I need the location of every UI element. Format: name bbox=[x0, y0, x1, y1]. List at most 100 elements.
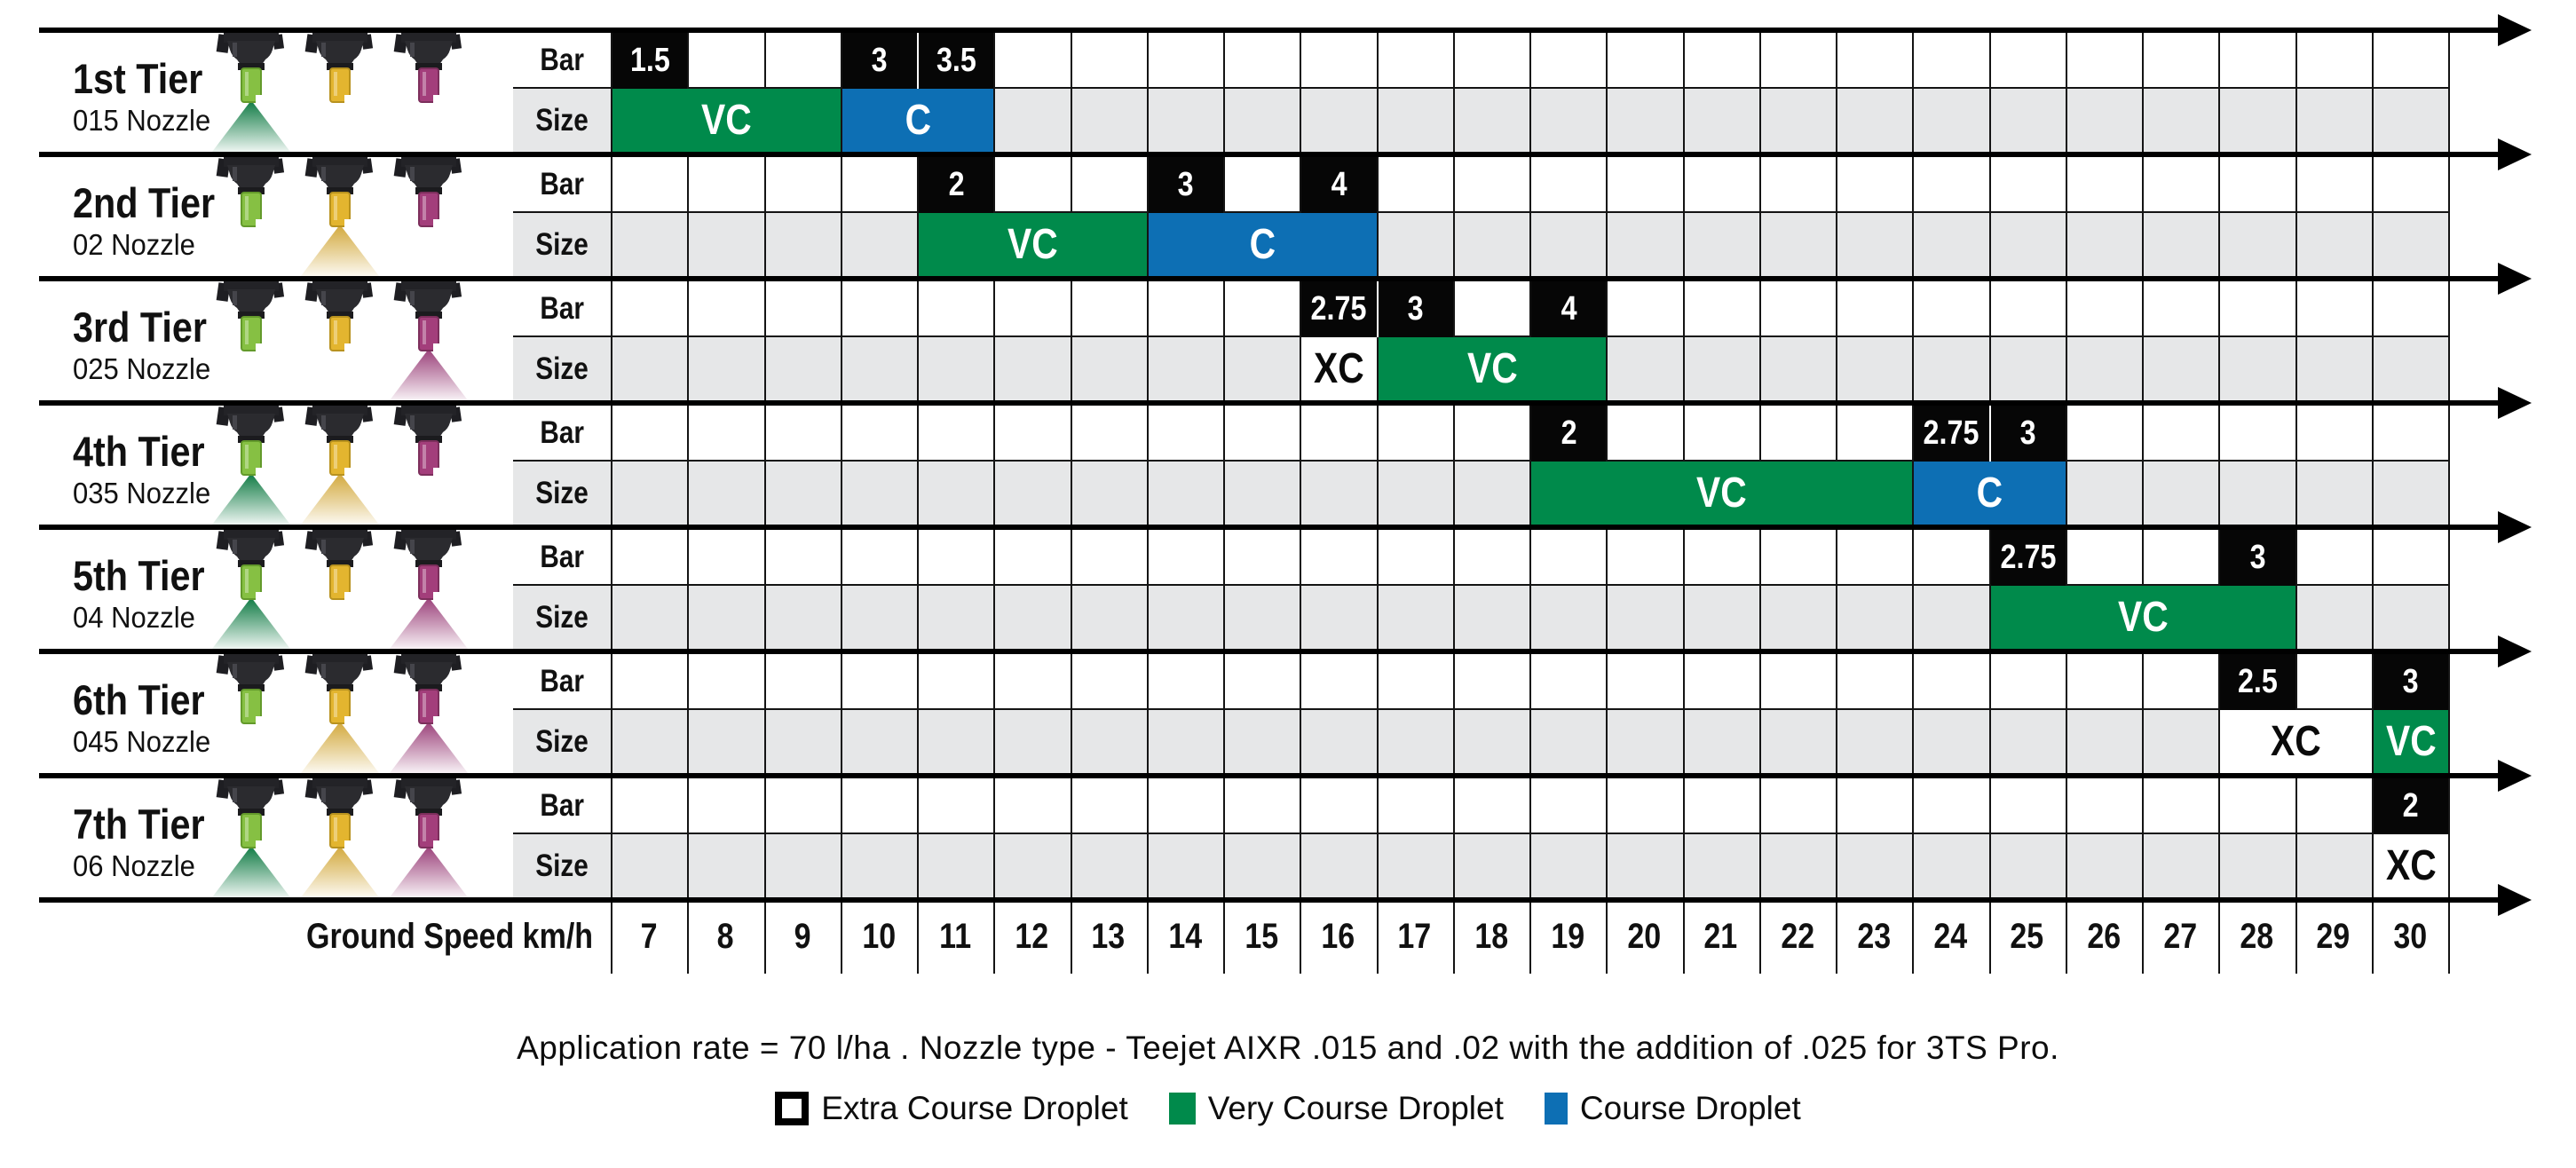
grid-column-border bbox=[1836, 654, 1837, 773]
nozzle-icon-yellow bbox=[304, 33, 374, 103]
grid-column-border bbox=[1683, 530, 1685, 649]
grid-column-border bbox=[1223, 406, 1225, 525]
very-course-swatch-icon bbox=[1168, 1093, 1196, 1125]
axis-arrow-icon bbox=[2498, 14, 2532, 46]
grid-column-border bbox=[2218, 33, 2220, 152]
grid-column-border bbox=[764, 281, 766, 400]
grid-column-border bbox=[1836, 778, 1837, 897]
grid-column-border bbox=[2448, 530, 2450, 649]
speed-tick: 12 bbox=[1015, 916, 1049, 956]
spray-cone-icon bbox=[301, 225, 379, 276]
grid-column-border bbox=[2448, 33, 2450, 152]
axis-column-border bbox=[2448, 903, 2450, 974]
droplet-size-span: XC bbox=[2373, 834, 2448, 897]
grid-column-border bbox=[1377, 530, 1379, 649]
nozzle-icon-magenta bbox=[393, 33, 462, 103]
grid-column-border bbox=[841, 654, 842, 773]
axis-column-border bbox=[1989, 903, 1991, 974]
grid-column-border bbox=[1912, 33, 1914, 152]
nozzle-icon-green bbox=[212, 778, 290, 897]
nozzle bbox=[371, 33, 486, 152]
bar-row-label: Bar bbox=[540, 787, 584, 823]
tier-subtitle: 04 Nozzle bbox=[73, 601, 195, 634]
ground-speed-label: Ground Speed km/h bbox=[305, 916, 593, 956]
nozzle bbox=[282, 654, 398, 773]
grid-column-border bbox=[1836, 530, 1837, 649]
size-row-background bbox=[513, 213, 2448, 276]
axis-column-border bbox=[1147, 903, 1149, 974]
grid-column-border bbox=[1529, 33, 1531, 152]
speed-tick: 17 bbox=[1397, 916, 1432, 956]
grid-column-border bbox=[1071, 654, 1072, 773]
grid-column-border bbox=[2142, 157, 2144, 276]
grid-column-border bbox=[1071, 530, 1072, 649]
axis-column-border bbox=[841, 903, 842, 974]
nozzle-icon-green bbox=[216, 281, 285, 351]
axis-column-border bbox=[2295, 903, 2297, 974]
grid-column-border bbox=[841, 406, 842, 525]
droplet-size-span: VC bbox=[1990, 586, 2295, 649]
grid-column-border bbox=[1147, 281, 1149, 400]
grid-column-border bbox=[1989, 654, 1991, 773]
grid-column-border bbox=[1912, 281, 1914, 400]
grid-column-border bbox=[841, 33, 842, 152]
grid-column-border bbox=[2372, 654, 2374, 773]
bar-value-cell: 4 bbox=[1301, 157, 1377, 213]
grid-column-border bbox=[687, 281, 689, 400]
bar-row-label: Bar bbox=[540, 42, 584, 77]
grid-column-border bbox=[1759, 778, 1761, 897]
grid-column-border bbox=[687, 530, 689, 649]
bar-row-label: Bar bbox=[540, 663, 584, 698]
tier-subtitle: 035 Nozzle bbox=[73, 477, 211, 509]
legend-label: Extra Course Droplet bbox=[821, 1090, 1128, 1126]
bar-value-cell: 2.75 bbox=[1990, 530, 2066, 586]
legend-item-very-course: Very Course Droplet bbox=[1168, 1090, 1504, 1127]
tier-subtitle: 06 Nozzle bbox=[73, 849, 195, 882]
speed-tick: 15 bbox=[1245, 916, 1279, 956]
axis-arrow-icon bbox=[2498, 635, 2532, 667]
droplet-size-span: C bbox=[1148, 213, 1377, 276]
tier-boundary-line bbox=[39, 28, 2499, 33]
bar-row-label: Bar bbox=[540, 166, 584, 201]
tier-title: 4th Tier bbox=[73, 428, 205, 475]
speed-tick: 30 bbox=[2392, 916, 2427, 956]
grid-column-border bbox=[611, 778, 612, 897]
grid-column-border bbox=[841, 281, 842, 400]
axis-column-border bbox=[1759, 903, 1761, 974]
grid-column-border bbox=[1912, 406, 1914, 525]
bar-value-cell: 3 bbox=[1990, 406, 2066, 462]
grid-column-border bbox=[1300, 530, 1301, 649]
axis-column-border bbox=[1223, 903, 1225, 974]
grid-column-border bbox=[841, 778, 842, 897]
grid-column-border bbox=[2218, 281, 2220, 400]
bar-size-divider-line bbox=[513, 87, 2448, 89]
grid-column-border bbox=[1300, 281, 1301, 400]
axis-arrow-icon bbox=[2498, 760, 2532, 792]
grid-column-border bbox=[993, 654, 995, 773]
bar-cell-separator bbox=[917, 33, 919, 89]
grid-column-border bbox=[1759, 33, 1761, 152]
grid-column-border bbox=[1989, 778, 1991, 897]
droplet-size-span: VC bbox=[1378, 337, 1607, 400]
grid-column-border bbox=[1223, 654, 1225, 773]
grid-column-border bbox=[1989, 281, 1991, 400]
bar-value-cell: 2 bbox=[2373, 778, 2448, 834]
grid-column-border bbox=[1759, 530, 1761, 649]
nozzle-icon-green bbox=[216, 157, 285, 227]
legend-item-course: Course Droplet bbox=[1544, 1090, 1801, 1127]
axis-column-border bbox=[2142, 903, 2144, 974]
spray-cone-icon bbox=[390, 722, 468, 773]
grid-column-border bbox=[1836, 33, 1837, 152]
grid-column-border bbox=[2448, 654, 2450, 773]
grid-column-border bbox=[1377, 33, 1379, 152]
tier-subtitle: 045 Nozzle bbox=[73, 725, 211, 758]
bar-size-divider-line bbox=[513, 335, 2448, 337]
tier-subtitle: 025 Nozzle bbox=[73, 352, 211, 385]
size-row-background bbox=[513, 834, 2448, 897]
grid-column-border bbox=[2218, 654, 2220, 773]
grid-column-border bbox=[611, 530, 612, 649]
grid-column-border bbox=[1759, 654, 1761, 773]
nozzle-icon-magenta bbox=[390, 778, 468, 897]
nozzle bbox=[282, 406, 398, 525]
legend: Extra Course Droplet Very Course Droplet… bbox=[0, 1090, 2576, 1127]
